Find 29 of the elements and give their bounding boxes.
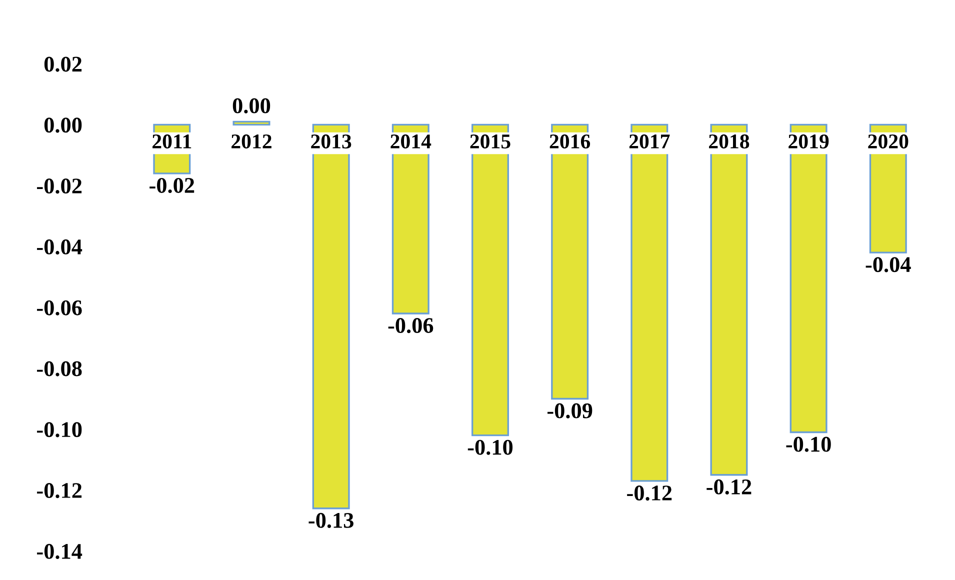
x-tick-label: 2012	[232, 134, 272, 148]
data-label: -0.13	[308, 512, 354, 528]
x-tick-label: 2015	[470, 134, 510, 148]
x-tick-label: 2020	[868, 134, 908, 148]
data-label: -0.04	[866, 257, 911, 272]
data-label: 0.00	[232, 98, 270, 114]
y-tick-label: 0.02	[44, 56, 82, 72]
data-label: -0.12	[627, 486, 672, 501]
x-tick-label: 2014	[390, 134, 432, 148]
data-label: -0.12	[706, 479, 752, 495]
data-label: -0.06	[388, 318, 434, 334]
x-tick-label: 2011	[152, 134, 192, 148]
data-label: -0.09	[547, 403, 592, 418]
x-tick-label: 2018	[709, 134, 750, 148]
x-tick-label: 2013	[311, 134, 352, 148]
x-tick-label: 2016	[550, 134, 590, 148]
y-tick-label: -0.02	[37, 178, 82, 194]
y-tick-label: -0.04	[37, 239, 82, 255]
x-tick-label: 2017	[629, 134, 670, 148]
y-tick-label: -0.06	[37, 300, 82, 316]
y-tick-label: -0.08	[37, 361, 82, 376]
data-label: -0.10	[786, 436, 831, 452]
data-label: -0.10	[468, 440, 513, 455]
y-tick-label: -0.10	[37, 422, 82, 438]
data-label: -0.02	[150, 178, 194, 194]
y-tick-label: -0.12	[37, 483, 82, 498]
x-tick-label: 2019	[788, 134, 829, 148]
y-tick-label: -0.14	[37, 544, 82, 560]
y-tick-label: 0.00	[44, 118, 82, 133]
